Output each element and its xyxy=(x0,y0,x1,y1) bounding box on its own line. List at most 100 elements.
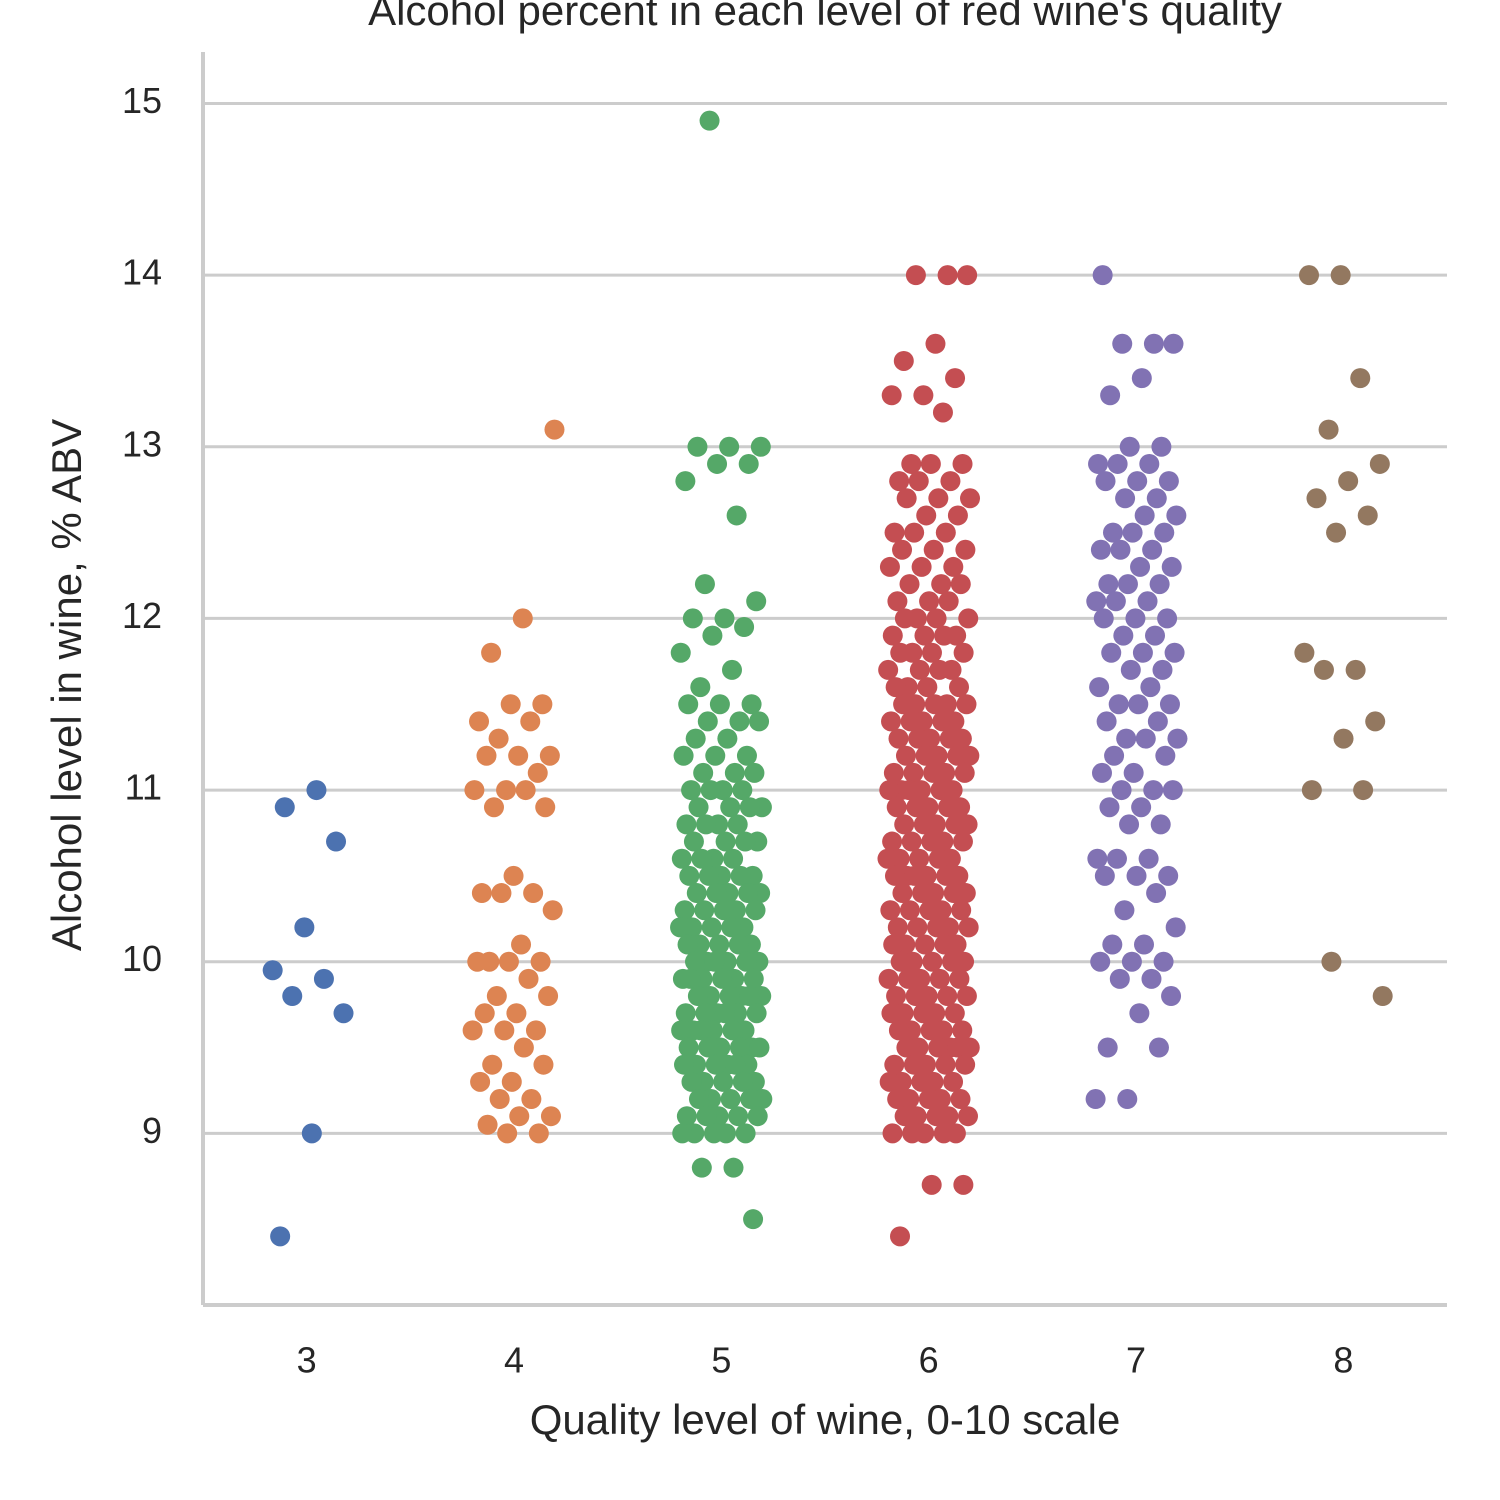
point xyxy=(511,934,532,955)
point xyxy=(951,900,972,921)
point xyxy=(1357,505,1378,526)
point xyxy=(294,917,315,938)
point xyxy=(730,865,751,886)
point xyxy=(933,1123,954,1144)
point xyxy=(1138,848,1159,869)
point xyxy=(900,711,921,732)
point xyxy=(896,488,917,509)
point xyxy=(521,1089,542,1110)
point xyxy=(1131,797,1152,818)
point xyxy=(896,1037,917,1058)
point xyxy=(333,1003,354,1024)
x-axis-label: Quality level of wine, 0-10 scale xyxy=(530,1396,1121,1443)
point xyxy=(282,986,303,1007)
point xyxy=(726,505,747,526)
point xyxy=(498,951,519,972)
point xyxy=(728,1106,749,1127)
point xyxy=(681,1071,702,1092)
point xyxy=(1164,642,1185,663)
point xyxy=(715,831,736,852)
point xyxy=(901,453,922,474)
point xyxy=(464,780,485,801)
point xyxy=(1123,762,1144,783)
point xyxy=(919,900,940,921)
point xyxy=(701,917,722,938)
point xyxy=(509,1106,530,1127)
point xyxy=(1154,522,1175,543)
point xyxy=(923,539,944,560)
point xyxy=(893,350,914,371)
point xyxy=(717,728,738,749)
point xyxy=(1143,780,1164,801)
point xyxy=(696,814,717,835)
point xyxy=(881,711,902,732)
point xyxy=(902,1123,923,1144)
point xyxy=(922,951,943,972)
y-tick-label: 15 xyxy=(122,80,162,121)
y-tick-label: 14 xyxy=(122,252,162,293)
point xyxy=(702,625,723,646)
point xyxy=(1088,453,1109,474)
point xyxy=(892,539,913,560)
point xyxy=(496,780,517,801)
point xyxy=(744,762,765,783)
point xyxy=(924,694,945,715)
point xyxy=(956,694,977,715)
point xyxy=(1152,659,1173,680)
point xyxy=(1157,608,1178,629)
point xyxy=(1119,436,1140,457)
point xyxy=(530,951,551,972)
point xyxy=(675,1003,696,1024)
point xyxy=(1099,797,1120,818)
point xyxy=(680,968,701,989)
point xyxy=(1141,968,1162,989)
point xyxy=(1143,333,1164,354)
point xyxy=(914,934,935,955)
point xyxy=(888,728,909,749)
point xyxy=(909,848,930,869)
point xyxy=(947,1037,968,1058)
point xyxy=(736,745,757,766)
y-tick-label: 12 xyxy=(122,595,162,636)
point xyxy=(938,591,959,612)
point xyxy=(1151,436,1172,457)
point xyxy=(934,934,955,955)
point xyxy=(513,1037,534,1058)
point xyxy=(1115,488,1136,509)
point xyxy=(723,1157,744,1178)
point xyxy=(1096,711,1117,732)
point xyxy=(932,402,953,423)
point xyxy=(935,1054,956,1075)
point xyxy=(925,333,946,354)
point xyxy=(544,419,565,440)
point xyxy=(699,110,720,131)
point xyxy=(481,642,502,663)
point xyxy=(929,659,950,680)
point xyxy=(713,1071,734,1092)
point xyxy=(920,1020,941,1041)
point xyxy=(1102,522,1123,543)
point xyxy=(1158,471,1179,492)
point xyxy=(681,780,702,801)
point xyxy=(877,848,898,869)
point xyxy=(906,797,927,818)
point xyxy=(1345,659,1366,680)
point xyxy=(489,1089,510,1110)
point xyxy=(908,471,929,492)
point xyxy=(685,951,706,972)
point xyxy=(676,1106,697,1127)
point xyxy=(881,1003,902,1024)
point xyxy=(688,1089,709,1110)
point xyxy=(693,762,714,783)
point xyxy=(887,917,908,938)
point xyxy=(920,453,941,474)
point xyxy=(533,1054,554,1075)
point xyxy=(913,1003,934,1024)
y-tick-label: 10 xyxy=(122,938,162,979)
point xyxy=(687,436,708,457)
point xyxy=(921,1174,942,1195)
point xyxy=(913,814,934,835)
point xyxy=(879,556,900,577)
point xyxy=(528,1123,549,1144)
point xyxy=(949,677,970,698)
